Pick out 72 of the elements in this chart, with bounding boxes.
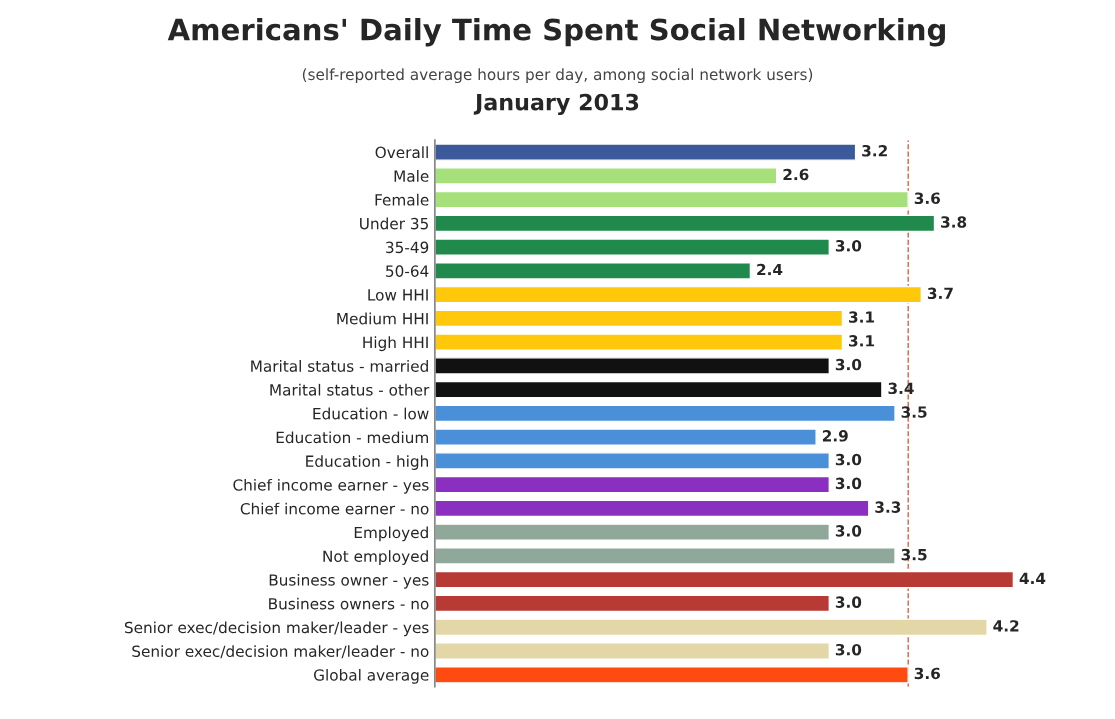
bar xyxy=(434,214,936,233)
y-tick-label: Senior exec/decision maker/leader - yes xyxy=(124,621,429,637)
y-tick-label: Not employed xyxy=(323,550,428,565)
chart-subtitle: (self-reported average hours per day, among social network users) xyxy=(302,68,813,84)
data-label: 3.0 xyxy=(835,453,862,466)
y-tick-label: Low HHI xyxy=(368,289,428,301)
bar xyxy=(434,452,831,470)
bar xyxy=(434,499,870,518)
y-tick-label: High HHI xyxy=(363,336,428,352)
bar xyxy=(434,167,778,185)
bar xyxy=(434,618,988,637)
data-label: 3.7 xyxy=(927,287,953,300)
bar xyxy=(434,642,831,660)
data-label: 3.0 xyxy=(835,358,862,371)
y-tick-label: Chief income earner - no xyxy=(240,502,429,515)
bar xyxy=(434,665,909,684)
data-label: 2.4 xyxy=(757,263,783,276)
y-tick-label: Employed xyxy=(354,526,428,542)
bar xyxy=(434,475,831,494)
y-tick-label: Global average xyxy=(314,668,429,684)
bar xyxy=(434,404,896,423)
y-tick-label: Senior exec/decision maker/leader - no xyxy=(132,645,429,659)
data-label: 3.6 xyxy=(914,667,940,680)
data-label: 3.0 xyxy=(835,596,862,608)
bar xyxy=(434,262,752,280)
bar xyxy=(434,285,923,304)
data-label: 3.3 xyxy=(875,501,901,513)
bar xyxy=(434,428,817,446)
data-label: 3.0 xyxy=(835,477,862,490)
y-tick-label: Under 35 xyxy=(360,217,428,230)
bar xyxy=(434,357,831,375)
bar xyxy=(434,238,831,256)
data-label: 4.2 xyxy=(993,620,1019,632)
data-label: 3.1 xyxy=(849,335,875,347)
bar xyxy=(434,547,896,565)
data-label: 3.0 xyxy=(835,643,862,656)
y-tick-label: Medium HHI xyxy=(337,312,428,325)
y-tick-label: 50-64 xyxy=(386,265,429,277)
data-label: 3.4 xyxy=(888,382,914,395)
y-tick-label: Female xyxy=(375,193,429,206)
y-tick-label: 35-49 xyxy=(386,241,429,254)
bar xyxy=(434,309,844,328)
data-label: 3.0 xyxy=(835,239,862,252)
y-tick-label: Business owners - no xyxy=(269,597,429,610)
bar xyxy=(434,143,857,161)
data-label: 3.5 xyxy=(901,548,927,561)
data-label: 4.4 xyxy=(1019,572,1046,584)
y-tick-label: Male xyxy=(394,170,429,182)
data-label: 3.5 xyxy=(901,406,927,418)
y-tick-label: Marital status - married xyxy=(251,360,428,372)
y-tick-label: Education - low xyxy=(313,407,429,420)
bar xyxy=(434,380,883,399)
y-tick-label: Education - medium xyxy=(276,431,428,444)
chart-title: Americans' Daily Time Spent Social Networking xyxy=(167,17,945,47)
bar xyxy=(434,594,831,613)
bar xyxy=(434,523,831,541)
data-label: 3.2 xyxy=(862,144,887,157)
bar xyxy=(434,570,1015,589)
y-tick-label: Chief income earner - yes xyxy=(233,478,429,494)
text: January 2013 xyxy=(473,93,639,115)
data-label: 3.6 xyxy=(914,192,940,205)
y-tick-label: Business owner - yes xyxy=(269,573,429,589)
data-label: 3.0 xyxy=(835,525,862,537)
bar xyxy=(434,190,909,209)
y-tick-label: Overall xyxy=(375,146,428,159)
data-label: 3.1 xyxy=(849,311,875,323)
data-label: 2.9 xyxy=(822,430,848,442)
bar xyxy=(434,333,844,351)
data-label: 3.8 xyxy=(941,216,967,228)
y-tick-label: Marital status - other xyxy=(270,383,430,396)
data-label: 2.6 xyxy=(783,168,809,181)
y-tick-label: Education - high xyxy=(306,455,428,470)
